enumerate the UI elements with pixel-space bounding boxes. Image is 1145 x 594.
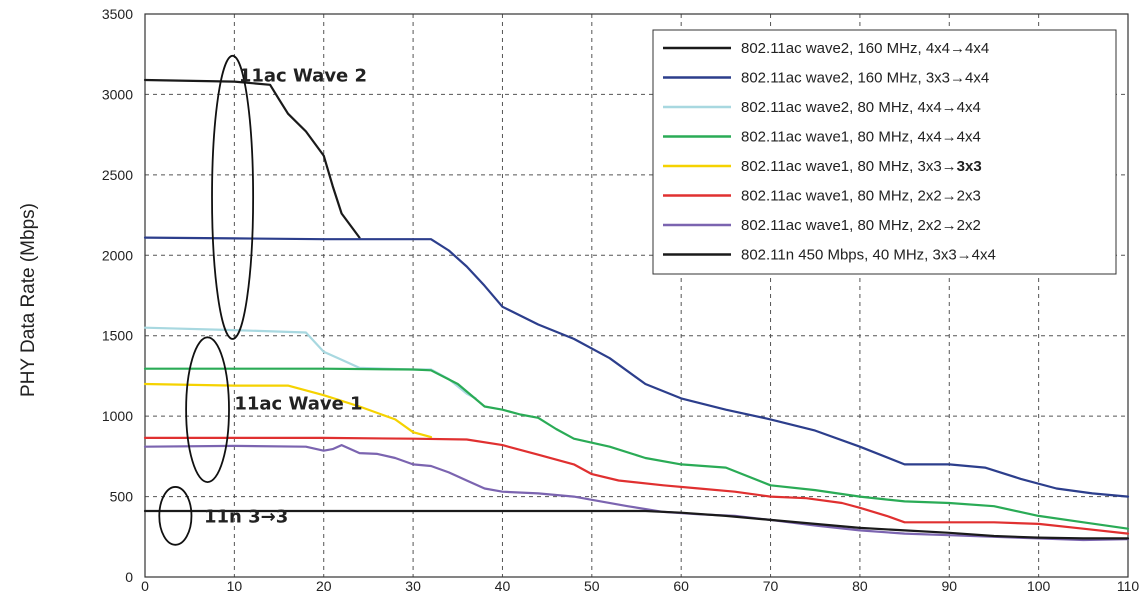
y-tick-label: 2500 (102, 167, 133, 183)
y-tick-label: 0 (125, 569, 133, 585)
series-line-2 (143, 236, 1130, 498)
legend-entry: 802.11ac wave1, 80 MHz, 3x3→3x3 (741, 158, 982, 175)
series-line-7 (143, 444, 1130, 542)
series-line-1 (143, 78, 361, 239)
y-tick-label: 1500 (102, 328, 133, 344)
highlight-ellipse-2 (185, 336, 230, 483)
annotation-label: 11ac Wave 1 (234, 394, 362, 415)
annotation-label: 11n 3→3 (204, 506, 288, 527)
y-tick-label: 3000 (102, 86, 133, 102)
x-tick-label: 90 (941, 578, 957, 594)
x-tick-label: 0 (141, 578, 149, 594)
legend-entry: 802.11ac wave1, 80 MHz, 2x2→2x3 (741, 188, 981, 205)
series-line-8 (143, 509, 1130, 540)
legend: 802.11ac wave2, 160 MHz, 4x4→4x4 802.11ac… (652, 29, 1117, 275)
x-tick-label: 40 (495, 578, 511, 594)
legend-entry-bold-suffix: 3x3 (957, 158, 982, 175)
legend-entry: 802.11ac wave2, 160 MHz, 4x4→4x4 (741, 40, 989, 57)
series-line-4 (143, 367, 1130, 530)
legend-entry: 802.11ac wave2, 80 MHz, 4x4→4x4 (741, 99, 981, 116)
x-tick-label: 80 (852, 578, 868, 594)
axes: 0 10 20 30 40 50 60 70 80 90 100 110 0 500 1000 1500 200… (102, 6, 1140, 594)
series-line-6 (143, 436, 1130, 535)
x-tick-label: 70 (763, 578, 779, 594)
highlight-ellipse-3 (158, 486, 193, 546)
legend-box (652, 29, 1117, 275)
highlight-ellipses (158, 54, 255, 546)
y-tick-label: 500 (110, 489, 134, 505)
legend-entry: 802.11ac wave1, 80 MHz, 2x2→2x2 (741, 217, 981, 234)
x-tick-label: 20 (316, 578, 332, 594)
highlight-ellipse-1 (211, 54, 255, 340)
x-tick-label: 10 (227, 578, 243, 594)
legend-entry: 802.11n 450 Mbps, 40 MHz, 3x3→4x4 (741, 247, 996, 264)
legend-entry: 802.11ac wave2, 160 MHz, 3x3→4x4 (741, 70, 989, 87)
y-tick-label: 1000 (102, 408, 133, 424)
x-tick-label: 60 (673, 578, 689, 594)
series-line-5 (143, 382, 433, 439)
x-tick-label: 50 (584, 578, 600, 594)
series-lines (143, 78, 1130, 542)
plot-frame (144, 13, 1129, 578)
y-tick-label: 2000 (102, 247, 133, 263)
y-tick-label: 3500 (102, 6, 133, 22)
annotation-label: 11ac Wave 2 (239, 66, 367, 87)
series-line-3 (143, 326, 477, 400)
x-tick-label: 30 (405, 578, 421, 594)
x-tick-label: 110 (1117, 578, 1140, 594)
x-tick-label: 100 (1027, 578, 1051, 594)
legend-entry: 802.11ac wave1, 80 MHz, 4x4→4x4 (741, 129, 981, 146)
y-axis-label: PHY Data Rate (Mbps) (18, 203, 39, 397)
annotations: 11ac Wave 2 11ac Wave 1 11n 3→3 (204, 66, 367, 528)
